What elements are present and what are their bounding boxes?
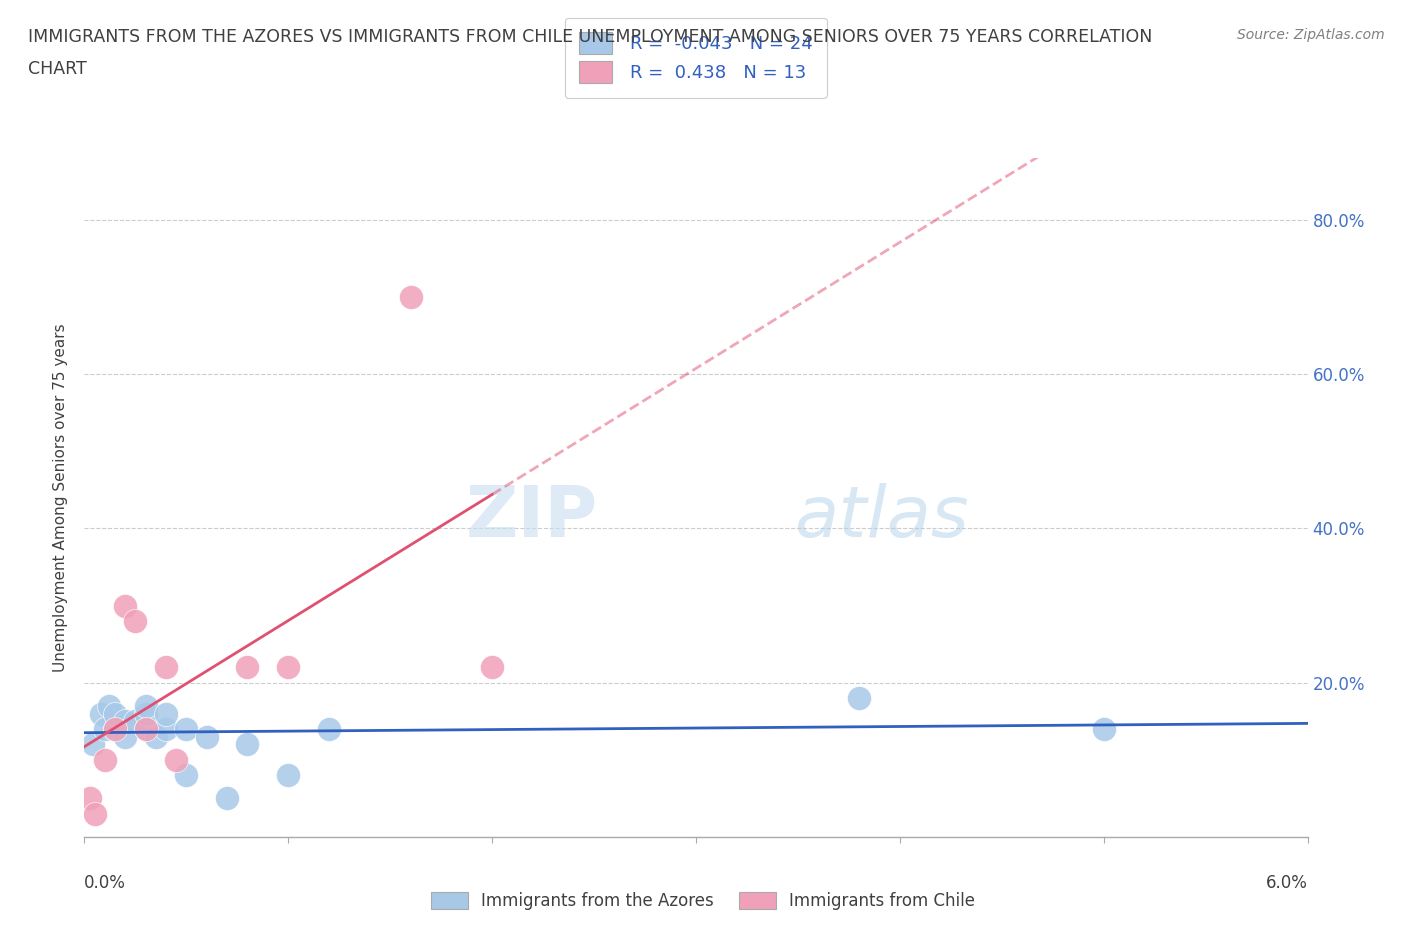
Point — [277, 768, 299, 783]
Point — [135, 698, 157, 713]
Text: 0.0%: 0.0% — [84, 874, 127, 893]
Point — [165, 752, 187, 767]
Point — [114, 729, 136, 744]
Point — [155, 660, 177, 675]
Point — [217, 791, 239, 806]
Point — [135, 722, 157, 737]
Point — [277, 660, 299, 675]
Legend: Immigrants from the Azores, Immigrants from Chile: Immigrants from the Azores, Immigrants f… — [425, 885, 981, 917]
Point — [114, 598, 136, 613]
Point — [135, 722, 157, 737]
Point — [97, 698, 120, 713]
Point — [848, 691, 870, 706]
Y-axis label: Unemployment Among Seniors over 75 years: Unemployment Among Seniors over 75 years — [53, 324, 69, 671]
Point — [82, 737, 104, 751]
Point — [93, 752, 117, 767]
Point — [124, 614, 146, 629]
Point — [195, 729, 218, 744]
Point — [145, 729, 167, 744]
Point — [236, 660, 259, 675]
Legend: R =  -0.043   N = 24, R =  0.438   N = 13: R = -0.043 N = 24, R = 0.438 N = 13 — [565, 18, 827, 98]
Point — [318, 722, 340, 737]
Point — [93, 722, 117, 737]
Point — [481, 660, 503, 675]
Point — [135, 706, 157, 721]
Text: IMMIGRANTS FROM THE AZORES VS IMMIGRANTS FROM CHILE UNEMPLOYMENT AMONG SENIORS O: IMMIGRANTS FROM THE AZORES VS IMMIGRANTS… — [28, 28, 1153, 46]
Point — [104, 706, 127, 721]
Point — [114, 714, 136, 729]
Point — [176, 768, 198, 783]
Point — [176, 722, 198, 737]
Text: ZIP: ZIP — [465, 484, 598, 552]
Point — [399, 289, 422, 304]
Point — [1092, 722, 1115, 737]
Point — [104, 722, 127, 737]
Point — [90, 706, 112, 721]
Text: 6.0%: 6.0% — [1265, 874, 1308, 893]
Point — [104, 722, 127, 737]
Text: CHART: CHART — [28, 60, 87, 78]
Point — [124, 714, 146, 729]
Point — [83, 806, 105, 821]
Point — [155, 706, 177, 721]
Text: atlas: atlas — [794, 484, 969, 552]
Point — [236, 737, 259, 751]
Point — [155, 722, 177, 737]
Text: Source: ZipAtlas.com: Source: ZipAtlas.com — [1237, 28, 1385, 42]
Point — [79, 791, 101, 806]
